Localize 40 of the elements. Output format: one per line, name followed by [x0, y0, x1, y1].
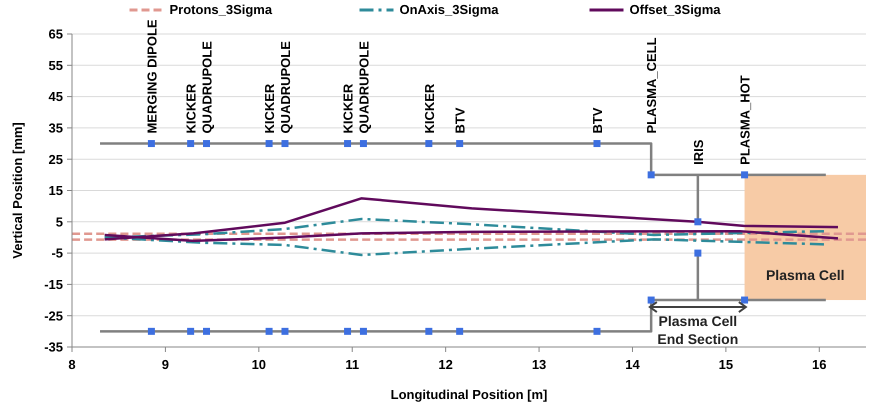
x-tick-label: 16: [812, 357, 827, 372]
annotation: QUADRUPOLE: [356, 40, 372, 134]
annotation: KICKER: [422, 83, 437, 134]
x-tick-label: 10: [252, 357, 266, 372]
y-tick-label: -35: [44, 340, 63, 355]
annotation: BTV: [452, 107, 468, 134]
annotation: QUADRUPOLE: [200, 40, 215, 134]
y-tick-label: 65: [48, 26, 63, 42]
x-tick-label: 9: [162, 357, 170, 372]
y-axis-title: Vertical Position [mm]: [10, 122, 25, 259]
legend-label: Protons_3Sigma: [170, 2, 273, 17]
y-tick-label: 55: [48, 58, 63, 73]
y-tick-label: 45: [48, 89, 63, 104]
annotation: PLASMA_HOT: [738, 75, 753, 165]
y-tick-label: 35: [48, 120, 63, 136]
annotation: KICKER: [340, 83, 356, 134]
band-label: Plasma Cell: [766, 267, 845, 284]
annotation: KICKER: [184, 83, 199, 134]
y-tick-label: 5: [56, 214, 63, 230]
annotation: Plasma Cell End Section: [657, 313, 738, 348]
legend-label: Offset_3Sigma: [630, 2, 722, 17]
annotation: PLASMA_CELL: [644, 37, 660, 134]
x-tick-label: 13: [532, 357, 546, 372]
x-tick-label: 11: [345, 357, 360, 372]
annotation: IRIS: [690, 139, 706, 165]
y-tick-label: -25: [44, 308, 63, 324]
annotation: QUADRUPOLE: [278, 40, 293, 134]
x-tick-label: 14: [625, 357, 640, 372]
annotation: MERGING DIPOLE: [144, 19, 160, 134]
x-tick-label: 12: [438, 357, 453, 372]
x-tick-label: 8: [68, 357, 76, 372]
x-tick-label: 15: [718, 357, 734, 372]
annotation: KICKER: [262, 83, 278, 134]
annotation: BTV: [590, 107, 605, 134]
y-tick-label: 25: [48, 152, 63, 167]
y-tick-label: 15: [48, 183, 63, 198]
legend-label: OnAxis_3Sigma: [400, 2, 500, 17]
y-tick-label: -15: [44, 276, 63, 292]
x-axis-title: Longitudinal Position [m]: [390, 387, 548, 402]
y-tick-label: -5: [51, 246, 63, 261]
